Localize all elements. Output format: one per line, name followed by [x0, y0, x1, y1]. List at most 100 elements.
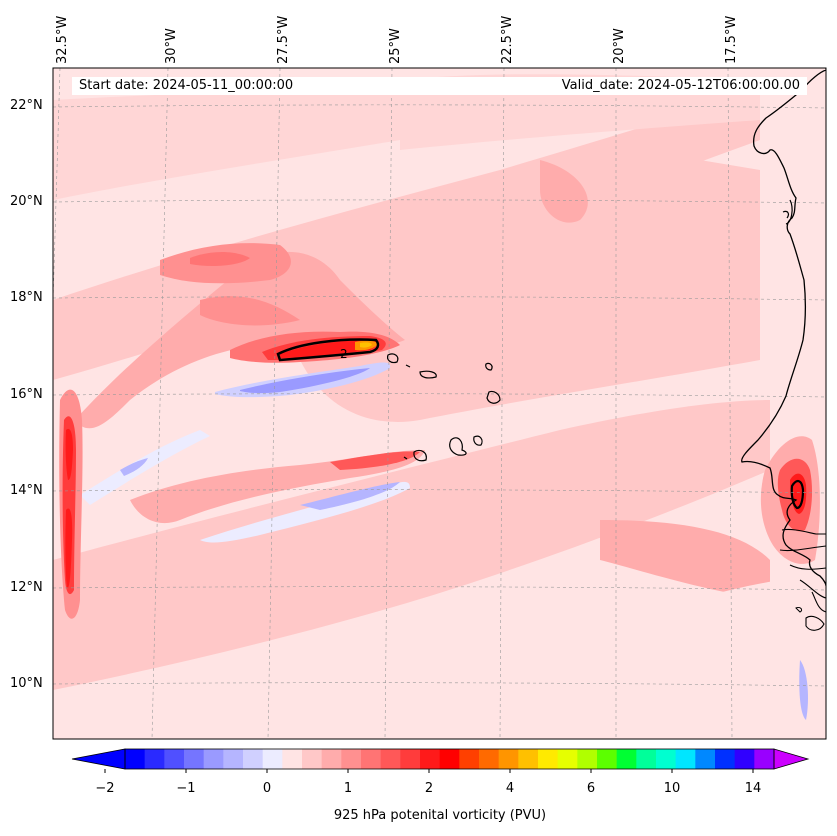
colorbar-segment [754, 749, 775, 769]
pv-negative-streak [120, 458, 148, 476]
island-outline [419, 370, 437, 379]
island-outline [413, 449, 427, 462]
colorbar-segment [164, 749, 185, 769]
colorbar-extend-max [773, 748, 810, 770]
colorbar-segment [518, 749, 539, 769]
graticule-line [151, 68, 169, 739]
colorbar-tick-label: 4 [505, 781, 515, 796]
longitude-label: 20°W [612, 28, 627, 64]
colorbar-segment [459, 749, 480, 769]
colorbar-tick-label: 10 [663, 781, 681, 796]
island-outline [386, 353, 399, 364]
colorbar-tick-label: −1 [176, 781, 196, 796]
pv-patch [600, 520, 770, 600]
colorbar-segment [400, 749, 421, 769]
colorbar-segment [282, 749, 303, 769]
colorbar-segment [557, 749, 578, 769]
pv-negative-streak [80, 430, 210, 505]
colorbar-segment [223, 749, 244, 769]
colorbar-segment [734, 749, 755, 769]
island-outline [405, 364, 411, 368]
graticule-line [53, 199, 826, 204]
colorbar-segment [380, 749, 401, 769]
colorbar-tick-label: 2 [424, 781, 434, 796]
country-border [779, 545, 826, 552]
graticule-line [267, 68, 281, 739]
country-border [781, 528, 826, 535]
island-outline [485, 362, 493, 371]
colorbar-segment [361, 749, 382, 769]
country-border [789, 564, 826, 570]
colorbar-extend-min [71, 748, 126, 770]
colorbar-label: 925 hPa potenital vorticity (PVU) [333, 808, 547, 823]
island-outline [795, 607, 803, 613]
colorbar-segment [243, 749, 264, 769]
colorbar-segment [184, 749, 205, 769]
island-outline [486, 390, 501, 404]
longitude-label: 27.5°W [276, 15, 291, 64]
graticule-line [727, 68, 733, 739]
colorbar-segment [636, 749, 657, 769]
graticule-line [53, 586, 826, 591]
longitude-label: 17.5°W [724, 15, 739, 64]
cape-verde-islands [386, 353, 501, 462]
pv-negative-streak [799, 660, 808, 720]
pv-maximum-core [360, 342, 372, 348]
colorbar-segment [597, 749, 618, 769]
pv-contour-line [790, 480, 805, 510]
colorbar-tick-label: 0 [262, 781, 272, 796]
longitude-label: 32.5°W [55, 15, 70, 64]
longitude-label: 25°W [388, 28, 403, 64]
africa-coastline [741, 68, 826, 587]
pv-contour-label: 2 [340, 347, 348, 361]
colorbar-segment [675, 749, 696, 769]
colorbar-ticks [104, 769, 754, 773]
latitude-label: 12°N [10, 580, 43, 595]
colorbar-segment [203, 749, 224, 769]
coastline-detail [811, 591, 826, 613]
colorbar-segment [262, 749, 283, 769]
pv-band-northwest [53, 85, 400, 200]
graticule-line [499, 68, 505, 739]
latitude-label: 22°N [10, 98, 43, 113]
colorbar-segment [616, 749, 637, 769]
pv-pale-streak [580, 580, 780, 655]
latitude-label: 16°N [10, 387, 43, 402]
colorbar-tick-label: 6 [586, 781, 596, 796]
colorbar-segment [302, 749, 323, 769]
colorbar-segment [538, 749, 559, 769]
colorbar-segment [479, 749, 500, 769]
latitude-label: 18°N [10, 290, 43, 305]
colorbar-tick-label: 1 [343, 781, 353, 796]
island-outline [473, 435, 483, 446]
colorbar-segment [144, 749, 165, 769]
graticule-line [384, 68, 393, 739]
pv-patch [330, 451, 420, 470]
pv-band-central [300, 160, 760, 422]
island-outline [805, 615, 825, 631]
colorbar-segment [715, 749, 736, 769]
pv-patch [190, 252, 250, 266]
latitude-label: 14°N [10, 483, 43, 498]
island-outline [449, 437, 467, 456]
colorbar-segment [577, 749, 598, 769]
longitude-label: 22.5°W [500, 15, 515, 64]
map-info-bar: Start date: 2024-05-11_00:00:00 Valid_da… [72, 77, 807, 95]
colorbar [125, 749, 775, 769]
island-outline [403, 456, 408, 460]
pv-band-south [53, 400, 770, 690]
graticule-line [53, 296, 826, 301]
colorbar-frame [124, 748, 775, 770]
colorbar-segment [498, 749, 519, 769]
coast-detail [785, 199, 793, 225]
graticule-line [53, 489, 826, 494]
coast-detail [782, 210, 789, 219]
pv-band-arm-north [75, 251, 405, 429]
colorbar-segment [321, 749, 342, 769]
colorbar-segment [420, 749, 441, 769]
pv-negative-streak [240, 368, 370, 394]
pv-maximum-region [280, 340, 377, 358]
graticule-line [53, 104, 826, 109]
start-date-label: Start date: 2024-05-11_00:00:00 [79, 78, 294, 93]
